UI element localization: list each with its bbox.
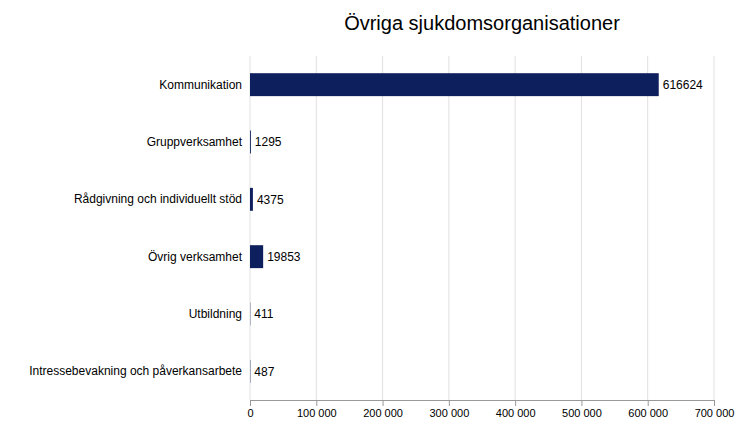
x-tick-label: 200 000 (363, 407, 403, 419)
x-tick: 700 000 (695, 400, 735, 419)
title: Övriga sjukdomsorganisationer (344, 12, 620, 34)
grid-line (250, 56, 251, 400)
y-tick-label: Utbildning (189, 307, 242, 321)
chart: 616624 1295 4375 19853 411 487 0 100 000 200 000… (0, 0, 750, 436)
x-tick-mark (515, 400, 516, 406)
bar (250, 360, 251, 383)
bar (250, 73, 659, 96)
grid-line (515, 56, 516, 400)
data-label: 19853 (267, 250, 301, 264)
grid-line (714, 56, 715, 400)
grid-line (382, 56, 383, 400)
x-tick: 500 000 (562, 400, 602, 419)
x-tick: 400 000 (496, 400, 536, 419)
data-label: 411 (254, 307, 273, 321)
plot: 616624 1295 4375 19853 411 487 0 100 000 200 000… (29, 56, 734, 419)
x-axis-line (251, 401, 715, 407)
x-tick-mark (714, 400, 715, 406)
bar (250, 131, 251, 154)
grid-line (316, 56, 317, 400)
y-tick-label: Övrig verksamhet (148, 250, 243, 264)
x-tick-mark (250, 400, 251, 406)
data-label: 4375 (257, 193, 284, 207)
x-tick-label: 500 000 (562, 407, 602, 419)
grid-line (581, 56, 582, 400)
x-tick: 200 000 (363, 400, 403, 419)
x-tick: 600 000 (628, 400, 668, 419)
y-tick-label: Kommunikation (159, 78, 242, 92)
x-tick-mark (316, 400, 317, 406)
bar (250, 303, 251, 326)
y-tick-label: Intressebevakning och påverkansarbete (29, 364, 242, 378)
y-tick: Utbildning (189, 307, 242, 321)
x-tick-label: 600 000 (628, 407, 668, 419)
x-tick-mark (449, 400, 450, 406)
x-tick: 0 (247, 400, 253, 419)
y-tick-label: Gruppverksamhet (147, 135, 243, 149)
x-tick-mark (383, 400, 384, 406)
x-tick: 100 000 (297, 400, 337, 419)
x-tick-label: 400 000 (496, 407, 536, 419)
bars (250, 73, 659, 383)
data-label: 487 (254, 365, 274, 379)
data-label: 616624 (663, 78, 703, 92)
data-label: 1295 (255, 135, 282, 149)
x-tick-mark (581, 400, 582, 406)
y-tick: Gruppverksamhet (147, 135, 243, 149)
bar (250, 245, 263, 268)
x-tick-label: 0 (247, 407, 253, 419)
y-tick: Rådgivning och individuellt stöd (74, 192, 242, 206)
y-tick: Övrig verksamhet (148, 250, 243, 264)
y-axis: Kommunikation Gruppverksamhet Rådgivning o… (29, 78, 242, 379)
grid-line (448, 56, 449, 400)
grid (250, 56, 714, 400)
grid-line (647, 56, 648, 400)
x-axis: 0 100 000 200 000 300 000 400 000 500 000 600 … (247, 400, 734, 419)
x-tick-label: 100 000 (297, 407, 337, 419)
x-tick-label: 700 000 (695, 407, 735, 419)
x-tick: 300 000 (429, 400, 469, 419)
data-labels: 616624 1295 4375 19853 411 487 (254, 78, 703, 379)
y-tick-label: Rådgivning och individuellt stöd (74, 192, 242, 206)
x-tick-mark (648, 400, 649, 406)
y-tick: Kommunikation (159, 78, 242, 92)
x-tick-label: 300 000 (429, 407, 469, 419)
bar (250, 188, 253, 211)
y-tick: Intressebevakning och påverkansarbete (29, 364, 242, 378)
